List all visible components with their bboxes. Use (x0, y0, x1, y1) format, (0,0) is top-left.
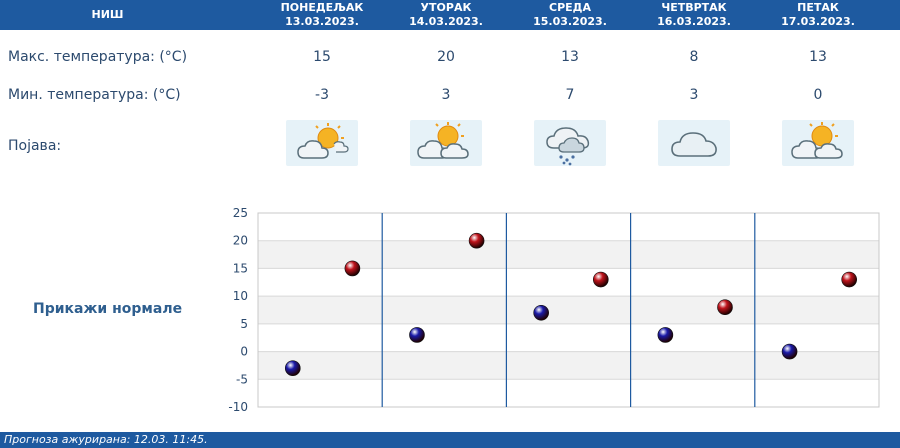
y-tick-label: 5 (240, 317, 248, 331)
y-tick-label: -10 (228, 400, 248, 414)
min-temp-point (533, 304, 549, 321)
temperature-chart: 25 20 15 10 5 0 -5 -10 (228, 206, 880, 414)
max-temp-value: 15 (313, 49, 331, 65)
day-name: ЧЕТВРТАК (661, 1, 727, 14)
y-tick-label: 25 (233, 206, 248, 220)
min-temp-point (284, 360, 301, 376)
max-temp-value: 20 (437, 49, 455, 65)
day-header-2: УТОРАК 14.03.2023. (391, 1, 501, 29)
max-temp-point (841, 271, 857, 288)
max-temp-point (592, 271, 609, 288)
grid-band (258, 323, 879, 352)
phenomenon-label: Појава: (8, 138, 62, 154)
day-date: 17.03.2023. (781, 15, 855, 28)
min-temp-value: 3 (689, 87, 699, 103)
day-name: ПЕТАК (797, 1, 839, 14)
grid-band (258, 213, 879, 241)
day-name: УТОРАК (420, 1, 472, 14)
grid-band (258, 268, 879, 297)
day-date: 16.03.2023. (657, 15, 731, 28)
grid-band (258, 379, 879, 407)
cloud-rain-icon (534, 120, 606, 166)
y-tick-label: -5 (236, 372, 248, 386)
y-tick-label: 10 (233, 289, 248, 303)
min-temp-value: 3 (441, 87, 451, 103)
min-temp-point (781, 343, 798, 360)
y-tick-label: 15 (233, 261, 248, 275)
max-temp-point (468, 232, 485, 249)
min-temp-label: Мин. температура: (°C) (8, 87, 181, 103)
city-name: НИШ (91, 8, 124, 21)
day-date: 14.03.2023. (409, 15, 483, 28)
grid-band (258, 351, 879, 380)
forecast-header: НИШ ПОНЕДЕЉАК 13.03.2023. УТОРАК 14.03.2… (0, 0, 900, 30)
min-temp-value: 0 (813, 87, 823, 103)
day-header-3: СРЕДА 15.03.2023. (515, 1, 625, 29)
max-temp-point (344, 260, 361, 277)
day-name: ПОНЕДЕЉАК (280, 1, 364, 14)
min-temp-point (657, 327, 674, 343)
max-temp-value: 13 (561, 49, 579, 65)
max-temp-value: 8 (689, 49, 699, 65)
y-tick-label: 0 (240, 345, 248, 359)
partly-cloudy-sun-icon (286, 120, 358, 166)
grid-band (258, 296, 879, 324)
day-name: СРЕДА (549, 1, 591, 14)
max-temp-point (717, 299, 733, 316)
partly-cloudy-sun-icon (782, 120, 854, 166)
grid-band (258, 240, 879, 269)
min-temp-value: -3 (315, 87, 329, 103)
y-tick-label: 20 (233, 234, 248, 248)
cloud-icon (658, 120, 730, 166)
day-header-1: ПОНЕДЕЉАК 13.03.2023. (267, 1, 377, 29)
min-temp-value: 7 (565, 87, 575, 103)
show-normals-link[interactable]: Прикажи нормале (33, 301, 183, 317)
forecast-footer: Прогноза ажурирана: 12.03. 11:45. (0, 432, 900, 448)
plot-border (257, 212, 880, 408)
max-temp-value: 13 (809, 49, 827, 65)
day-date: 13.03.2023. (285, 15, 359, 28)
updated-timestamp: Прогноза ажурирана: 12.03. 11:45. (4, 433, 208, 446)
day-header-5: ПЕТАК 17.03.2023. (763, 1, 873, 29)
day-header-4: ЧЕТВРТАК 16.03.2023. (639, 1, 749, 29)
day-date: 15.03.2023. (533, 15, 607, 28)
partly-cloudy-sun-icon (410, 120, 482, 166)
max-temp-label: Макс. температура: (°C) (8, 49, 188, 65)
min-temp-point (409, 327, 425, 343)
